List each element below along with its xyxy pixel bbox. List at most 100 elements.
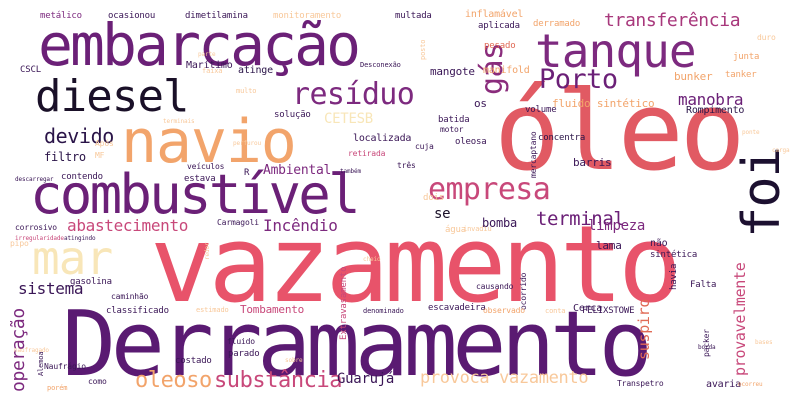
word-bases: bases	[755, 339, 773, 346]
word-oleo: óleo	[494, 67, 746, 195]
word-junta: junta	[733, 52, 760, 62]
word-parte: parte	[198, 51, 216, 58]
word-parado: parado	[228, 349, 260, 359]
word-substancia: substância	[214, 368, 343, 393]
word-combustivel: combustível	[30, 163, 361, 226]
word-tanque: tanque	[535, 24, 697, 78]
word-invadiu: invadiu	[463, 225, 492, 233]
word-metalico: metálico	[40, 11, 82, 21]
word-tombamento: Tombamento	[240, 303, 305, 316]
word-motor: motor	[440, 125, 464, 134]
word-havia: havia	[669, 263, 679, 290]
word-bomba: bomba	[482, 216, 517, 230]
word-se: se	[434, 206, 451, 222]
word-redor: redor	[204, 242, 211, 260]
word-apos: Após	[95, 139, 114, 148]
word-embarcacao: embarcação	[38, 11, 361, 79]
word-agua: água	[445, 225, 466, 235]
word-sintetica: sintética	[650, 250, 698, 260]
word-causando: causando	[476, 282, 514, 291]
word-abastecimento: abastecimento	[67, 216, 189, 235]
word-diesel: diesel	[35, 71, 190, 122]
word-terminal: terminal	[536, 208, 625, 230]
word-escavadeira: escavadeira	[428, 303, 486, 313]
word-limpeza: limpeza	[588, 218, 646, 234]
word-ocorrido: ocorrido	[519, 272, 528, 310]
word-transferencia: transferência	[604, 10, 741, 31]
word-foi: foi	[732, 147, 792, 238]
word-manobra: manobra	[678, 90, 744, 109]
word-estava: estava	[184, 174, 216, 184]
word-posto: posto	[419, 39, 427, 60]
word-multada: multada	[395, 11, 432, 21]
word-tanker: tanker	[725, 70, 757, 80]
word-costado: costado	[175, 356, 212, 366]
word-porem: porém	[47, 384, 68, 392]
word-ponte: ponte	[742, 129, 760, 136]
word-caminhao: caminhão	[111, 292, 149, 301]
word-suspiro: suspiro	[635, 298, 653, 360]
word-tres: três	[397, 161, 416, 170]
word-classificado: classificado	[106, 306, 169, 316]
word-borda: borda	[698, 344, 716, 351]
word-descarregar: descarregar	[15, 176, 54, 183]
word-monitoramento: monitoramento	[273, 11, 342, 21]
word-ocorreu: ocorreu	[738, 381, 763, 388]
word-sistema: sistema	[18, 279, 84, 298]
word-desconexao: Desconexão	[360, 61, 401, 69]
word-felixstowe: FELIXSTOWE	[582, 306, 635, 316]
word-incendio: Incêndio	[263, 216, 338, 235]
word-contendo: contendo	[61, 172, 103, 182]
word-os: os	[474, 97, 487, 110]
word-cetesb: CETESB	[324, 111, 373, 127]
word-fluido-sintetico: fluido sintético	[552, 97, 655, 110]
word-localizada: localizada	[353, 133, 412, 144]
word-filtro: filtro	[44, 150, 86, 164]
word-cscl: CSCL	[20, 65, 41, 75]
word-retirada: retirada	[348, 149, 386, 158]
word-transpetro: Transpetro	[617, 379, 664, 388]
word-derramado: derramado	[533, 19, 581, 29]
word-empresa: empresa	[428, 172, 551, 207]
word-pesado: pesado	[484, 41, 516, 51]
word-devido: devido	[44, 124, 114, 148]
word-atingindo: atingindo	[64, 235, 96, 242]
word-pipo: pipo	[10, 239, 29, 248]
word-concentra: concentra	[538, 133, 586, 143]
word-nao: não	[650, 238, 668, 249]
word-fluido: fluido	[227, 337, 255, 346]
word-extravasamento: Extravasamento	[339, 266, 349, 340]
word-guaruja: Guarujá	[337, 371, 395, 387]
word-mercaptano: mercaptano	[529, 131, 538, 178]
word-porto: Porto	[539, 64, 618, 95]
word-vazamento: vazamento	[150, 203, 682, 326]
word-residuo: resíduo	[292, 77, 415, 112]
word-volume: volume	[525, 105, 557, 115]
word-tambem: também	[340, 168, 361, 175]
word-provoca-vazamento: provoca vazamento	[420, 368, 589, 388]
word-batida: batida	[438, 115, 470, 125]
word-como: como	[88, 377, 107, 386]
word-solucao: solução	[274, 110, 311, 120]
word-ocasionou: ocasionou	[108, 11, 156, 21]
word-duro: duro	[757, 33, 776, 42]
word-terminais: terminais	[163, 118, 195, 125]
word-barris: barris	[573, 156, 612, 169]
word-dois: dois	[423, 193, 444, 203]
word-derramamento: Derramamento	[62, 292, 653, 397]
word-bunker: bunker	[674, 70, 713, 83]
word-perfurou: perfurou	[233, 140, 261, 147]
word-cheio: cheio	[363, 256, 381, 263]
word-irregularidade: irregularidade	[15, 235, 64, 242]
word-avaria: avaria	[706, 379, 741, 390]
word-cerca: Cerca	[573, 303, 603, 314]
word-mangote: mangote	[430, 65, 475, 78]
word-faixa: faixa	[202, 67, 223, 75]
word-veiculos: veículos	[187, 162, 225, 171]
word-aplicada: aplicada	[478, 21, 520, 31]
word-maritimo: Marítimo	[186, 60, 233, 71]
word-denominado: denominado	[363, 307, 404, 315]
word-oleosa: oleosa	[455, 137, 487, 147]
word-inflamavel: inflamável	[465, 9, 524, 20]
